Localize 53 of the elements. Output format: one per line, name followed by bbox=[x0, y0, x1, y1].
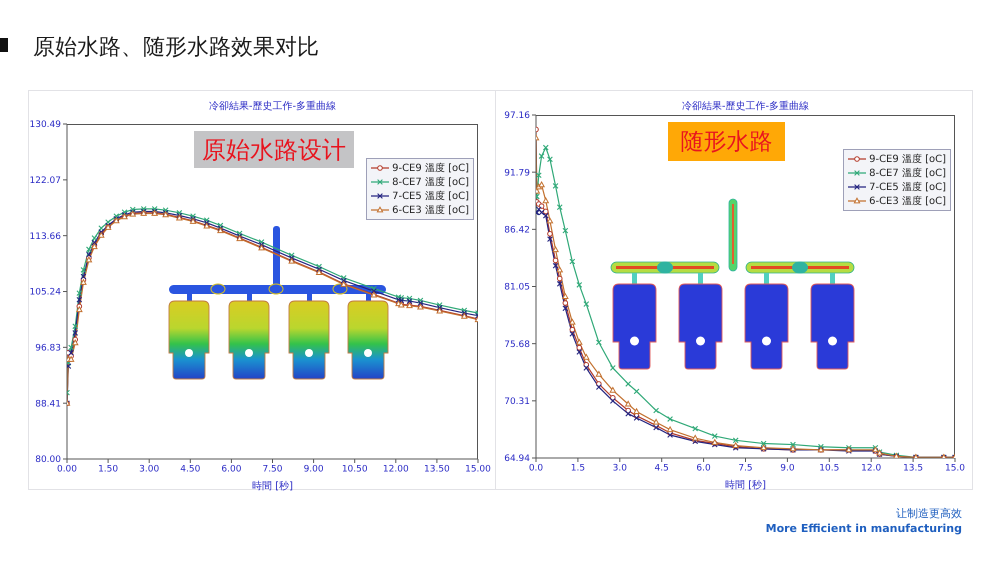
x-tick-label: 0.00 bbox=[56, 464, 78, 474]
legend-label: 8-CE7 溫度 [oC] bbox=[869, 166, 946, 180]
x-tick-label: 3.0 bbox=[612, 463, 628, 474]
y-tick-label: 64.94 bbox=[504, 454, 530, 464]
x-tick-label: 12.0 bbox=[861, 463, 882, 474]
y-tick-label: 70.31 bbox=[504, 397, 530, 408]
x-tick-label: 15.00 bbox=[465, 464, 492, 474]
legend-label: 8-CE7 溫度 [oC] bbox=[392, 176, 469, 189]
chart-title: 冷卻結果-歷史工作-多重曲線 bbox=[680, 100, 810, 113]
y-tick-label: 86.42 bbox=[504, 226, 530, 236]
legend-label: 6-CE3 溫度 [oC] bbox=[869, 194, 946, 208]
x-tick-label: 6.0 bbox=[696, 463, 712, 474]
x-tick-label: 1.5 bbox=[570, 463, 586, 474]
y-tick-label: 130.49 bbox=[30, 120, 62, 130]
x-tick-label: 6.00 bbox=[221, 464, 242, 474]
y-tick-label: 80.00 bbox=[35, 455, 62, 466]
y-tick-label: 81.05 bbox=[504, 282, 530, 293]
y-tick-label: 105.24 bbox=[30, 288, 62, 298]
annotation: 原始水路设计 bbox=[194, 131, 354, 168]
x-tick-label: 3.00 bbox=[139, 464, 160, 474]
y-tick-label: 96.83 bbox=[35, 344, 61, 354]
x-axis-title: 時間 [秒] bbox=[725, 479, 766, 491]
legend-label: 7-CE5 溫度 [oC] bbox=[869, 180, 946, 194]
x-tick-label: 13.5 bbox=[903, 463, 924, 474]
y-tick-label: 122.07 bbox=[30, 176, 61, 186]
legend-label: 9-CE9 溫度 [oC] bbox=[869, 152, 946, 166]
text: More Efficient in manufacturing bbox=[766, 522, 962, 535]
x-tick-label: 4.50 bbox=[180, 464, 201, 474]
x-tick-label: 0.0 bbox=[528, 463, 544, 474]
x-tick-label: 7.5 bbox=[738, 463, 753, 474]
x-tick-label: 7.50 bbox=[262, 464, 283, 474]
x-tick-label: 10.5 bbox=[819, 463, 840, 474]
y-tick-label: 97.16 bbox=[504, 111, 530, 122]
x-tick-label: 15.0 bbox=[944, 463, 966, 474]
y-tick-label: 88.41 bbox=[35, 399, 61, 410]
x-tick-label: 4.5 bbox=[654, 463, 669, 474]
y-tick-label: 75.68 bbox=[504, 340, 530, 350]
x-axis-title: 時間 [秒] bbox=[252, 480, 294, 492]
x-tick-label: 12.00 bbox=[382, 464, 409, 474]
text: 让制造更高效 bbox=[896, 506, 962, 521]
x-tick-label: 9.00 bbox=[304, 464, 324, 474]
annotation: 随形水路 bbox=[668, 122, 785, 161]
legend-label: 7-CE5 溫度 [oC] bbox=[392, 190, 469, 203]
legend-label: 9-CE9 溫度 [oC] bbox=[392, 162, 469, 175]
text: 原始水路、随形水路效果对比 bbox=[33, 34, 319, 62]
chart-title: 冷卻結果-歷史工作-多重曲線 bbox=[208, 100, 338, 113]
y-tick-label: 113.66 bbox=[30, 232, 62, 242]
y-tick-label: 91.79 bbox=[504, 168, 530, 178]
x-tick-label: 10.50 bbox=[342, 464, 368, 474]
x-tick-label: 9.0 bbox=[780, 463, 795, 474]
x-tick-label: 1.50 bbox=[98, 464, 118, 474]
x-tick-label: 13.50 bbox=[424, 464, 450, 474]
legend-label: 6-CE3 溫度 [oC] bbox=[392, 204, 469, 217]
